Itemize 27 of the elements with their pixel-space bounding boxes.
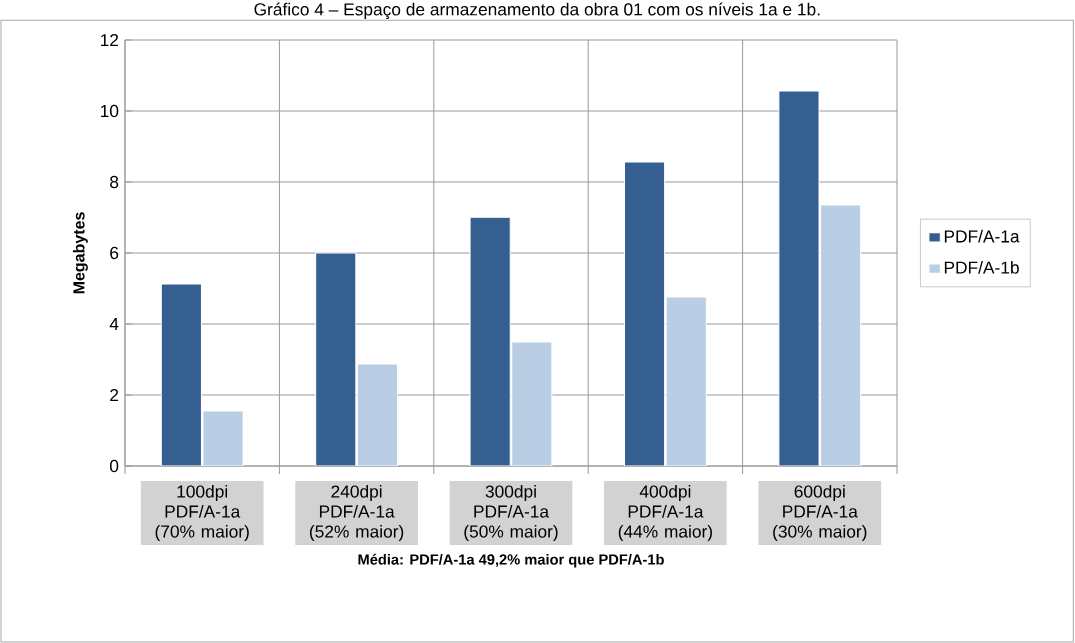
bar: [778, 90, 820, 466]
y-tick-label: 4: [109, 318, 119, 330]
legend-label: PDF/A-1a: [944, 229, 1020, 243]
bar: [665, 296, 707, 466]
y-tick-label: 12: [100, 33, 119, 47]
x-axis-title: Média: PDF/A-1a 49,2% maior que PDF/A-1b: [358, 553, 664, 568]
x-tick-label: 240dpi PDF/A-1a (52% maior): [309, 484, 404, 542]
bar: [160, 283, 202, 466]
bar: [356, 363, 399, 466]
x-tick-label: 100dpi PDF/A-1a (70% maior): [155, 484, 249, 542]
y-tick-label: 8: [110, 175, 119, 189]
bar: [469, 216, 511, 466]
x-tick-label: 300dpi PDF/A-1a (50% maior): [464, 484, 558, 542]
bar: [623, 161, 666, 466]
y-tick-label: 6: [110, 246, 119, 260]
chart-title: Gráfico 4 – Espaço de armazenamento da obra 01 com os níveis 1a e 1b.: [254, 2, 820, 20]
y-tick-label: 2: [110, 388, 119, 402]
bar: [511, 341, 553, 466]
legend-label: PDF/A-1b: [944, 260, 1019, 274]
x-tick-label: 600dpi PDF/A-1a (30% maior): [773, 484, 867, 542]
x-tick-label: 400dpi PDF/A-1a (44% maior): [618, 484, 712, 542]
y-tick-label: 10: [100, 104, 119, 118]
bar: [820, 204, 862, 466]
y-axis-title: Megabytes: [72, 212, 88, 294]
y-tick-label: 0: [109, 459, 119, 473]
bar: [315, 252, 357, 466]
bar: [202, 410, 244, 466]
